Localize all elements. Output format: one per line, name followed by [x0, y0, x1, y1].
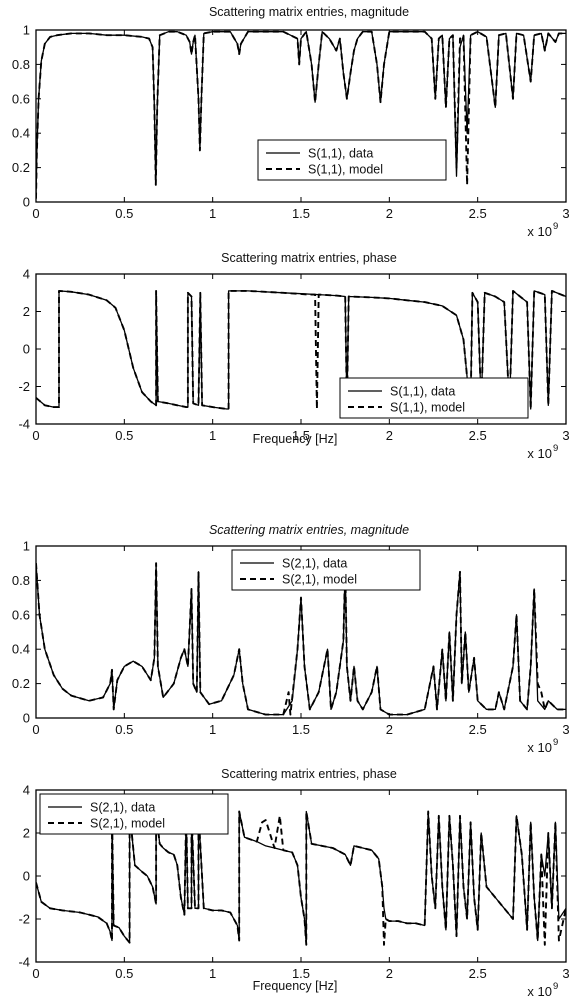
series-line-model: [36, 562, 566, 716]
legend-label-data: S(2,1), data: [90, 801, 155, 815]
x-tick-label: 2.5: [469, 206, 487, 221]
x-tick-label: 1.5: [292, 722, 310, 737]
y-tick-label: 2: [23, 826, 30, 841]
x-tick-label: 2: [386, 428, 393, 443]
series-line-model: [36, 289, 566, 410]
y-tick-label: 0.8: [12, 573, 30, 588]
x-axis-multiplier-exponent: 9: [553, 221, 558, 232]
y-tick-label: 0.4: [12, 642, 30, 657]
x-tick-label: 2: [386, 206, 393, 221]
chart-title: Scattering matrix entries, phase: [221, 251, 397, 265]
legend-box: [339, 377, 529, 419]
legend-label-data: S(1,1), data: [308, 147, 373, 161]
y-tick-label: 1: [23, 23, 30, 38]
y-tick-label: 0: [23, 195, 30, 210]
y-tick-label: 1: [23, 539, 30, 554]
chart-title: Scattering matrix entries, phase: [221, 767, 397, 781]
x-tick-label: 0.5: [115, 206, 133, 221]
x-tick-label: 0.5: [115, 722, 133, 737]
x-tick-label: 1.5: [292, 428, 310, 443]
x-tick-label: 0: [32, 722, 39, 737]
chart-panel-1: Scattering matrix entries, magnitude 0 0.5…: [12, 5, 570, 239]
x-axis-multiplier: x 10: [527, 446, 552, 461]
x-tick-label: 0.5: [115, 966, 133, 981]
y-tick-label: -2: [18, 912, 30, 927]
legend-label-model: S(2,1), model: [282, 573, 357, 587]
legend-box: [257, 139, 447, 181]
y-tick-label: 4: [23, 783, 30, 798]
x-tick-label: 0: [32, 966, 39, 981]
x-axis-multiplier: x 10: [527, 224, 552, 239]
y-tick-label: 0.2: [12, 160, 30, 175]
y-tick-label: -4: [18, 955, 30, 970]
legend-box: [39, 793, 229, 835]
y-tick-label: 0.2: [12, 676, 30, 691]
y-tick-label: -2: [18, 379, 30, 394]
x-tick-label: 3: [562, 206, 569, 221]
x-tick-label: 2.5: [469, 966, 487, 981]
x-axis-label: Frequency [Hz]: [253, 979, 338, 993]
y-tick-label: 0.6: [12, 91, 30, 106]
x-tick-label: 3: [562, 966, 569, 981]
x-tick-label: 2.5: [469, 428, 487, 443]
x-axis-label: Frequency [Hz]: [253, 432, 338, 446]
legend-label-data: S(1,1), data: [390, 385, 455, 399]
y-tick-label: 0.8: [12, 57, 30, 72]
legend: S(1,1), data S(1,1), model: [339, 377, 529, 419]
y-tick-label: 0: [23, 869, 30, 884]
series-line-model: [36, 30, 566, 199]
chart-panel-4: Scattering matrix entries, phase 0 0.5 1 1.5…: [18, 767, 569, 999]
y-tick-label: 0.6: [12, 607, 30, 622]
x-tick-label: 1.5: [292, 966, 310, 981]
chart-title: Scattering matrix entries, magnitude: [209, 523, 409, 537]
series-line-model: [36, 810, 566, 946]
x-tick-label: 1: [209, 428, 216, 443]
y-tick-label: 0: [23, 342, 30, 357]
y-tick-label: 0.4: [12, 126, 30, 141]
x-tick-label: 0: [32, 428, 39, 443]
legend: S(2,1), data S(2,1), model: [39, 793, 229, 835]
legend-label-data: S(2,1), data: [282, 557, 347, 571]
x-axis-multiplier-exponent: 9: [553, 737, 558, 748]
x-axis-multiplier: x 10: [527, 740, 552, 755]
x-tick-label: 0.5: [115, 428, 133, 443]
x-tick-label: 1: [209, 206, 216, 221]
x-axis-multiplier: x 10: [527, 984, 552, 999]
legend-label-model: S(2,1), model: [90, 817, 165, 831]
y-tick-label: 2: [23, 304, 30, 319]
legend: S(1,1), data S(1,1), model: [257, 139, 447, 181]
chart-title: Scattering matrix entries, magnitude: [209, 5, 409, 19]
y-tick-label: -4: [18, 417, 30, 432]
legend-label-model: S(1,1), model: [390, 401, 465, 415]
x-tick-label: 2.5: [469, 722, 487, 737]
x-tick-label: 2: [386, 966, 393, 981]
x-tick-label: 1: [209, 966, 216, 981]
x-tick-label: 1.5: [292, 206, 310, 221]
y-tick-label: 4: [23, 267, 30, 282]
y-tick-label: 0: [23, 711, 30, 726]
x-axis-multiplier-exponent: 9: [553, 981, 558, 992]
x-tick-label: 1: [209, 722, 216, 737]
chart-panel-2: Scattering matrix entries, phase 0 0.5 1 1.5…: [18, 251, 569, 461]
legend-box: [231, 549, 421, 591]
chart-panel-3: Scattering matrix entries, magnitude 0 0.5…: [12, 523, 570, 755]
x-tick-label: 3: [562, 428, 569, 443]
x-tick-label: 3: [562, 722, 569, 737]
x-tick-label: 2: [386, 722, 393, 737]
x-axis-multiplier-exponent: 9: [553, 443, 558, 454]
x-tick-label: 0: [32, 206, 39, 221]
legend-label-model: S(1,1), model: [308, 163, 383, 177]
legend: S(2,1), data S(2,1), model: [231, 549, 421, 591]
